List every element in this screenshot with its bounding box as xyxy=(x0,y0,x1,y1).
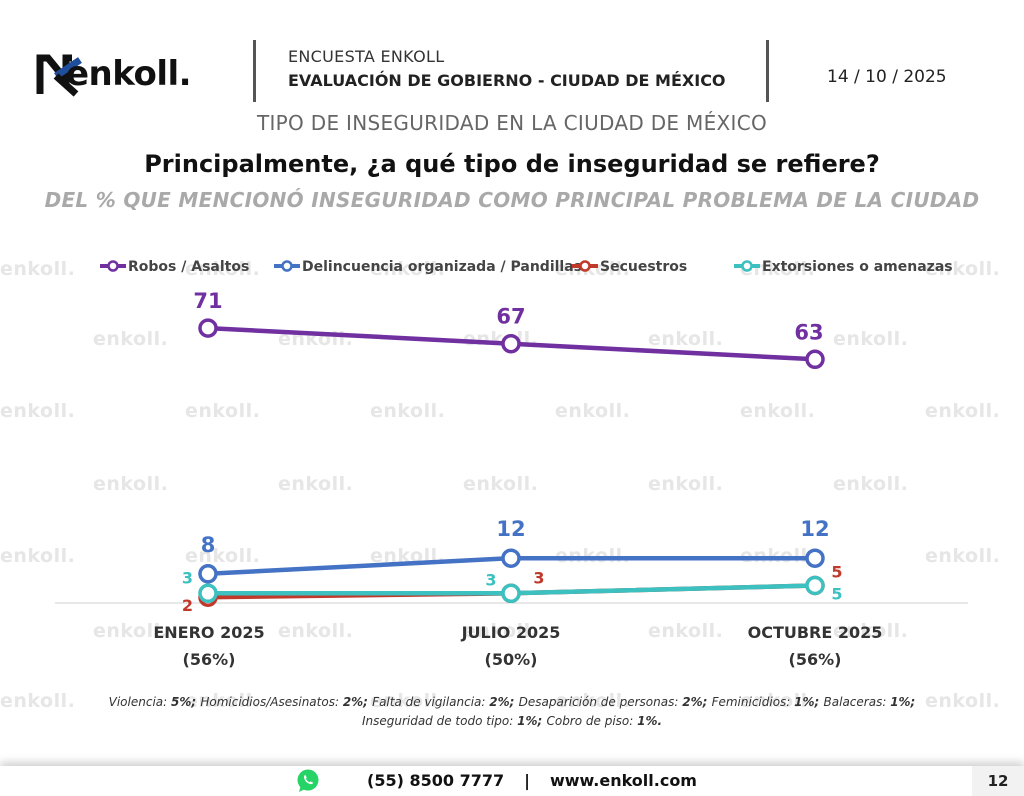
logo-wordmark: enkoll. xyxy=(66,54,192,94)
legend-swatch-marker xyxy=(579,260,591,272)
data-label: 5 xyxy=(831,585,842,604)
topic-heading: TIPO DE INSEGURIDAD EN LA CIUDAD DE MÉXI… xyxy=(256,111,768,135)
mention-label: Cobro de piso: xyxy=(546,714,638,728)
enkoll-logo: enkoll. xyxy=(16,40,241,112)
data-point xyxy=(198,318,218,338)
footer-contact: (55) 8500 7777 | www.enkoll.com xyxy=(0,771,1024,790)
data-point xyxy=(501,548,521,568)
mention-value: 2%; xyxy=(342,695,373,709)
other-mentions-line-1: Violencia: 5%; Homicidios/Asesinatos: 2%… xyxy=(60,693,964,712)
mention-value: 1%. xyxy=(637,714,663,728)
mention-value: 1%; xyxy=(517,714,547,728)
legend-swatch-marker xyxy=(281,260,293,272)
mention-label: Feminicidios: xyxy=(711,695,795,709)
header-divider-left xyxy=(253,40,256,102)
mention-label: Inseguridad de todo tipo: xyxy=(361,714,518,728)
series-layer xyxy=(198,318,825,607)
mention-value: 2%; xyxy=(682,695,712,709)
data-label: 3 xyxy=(533,568,544,587)
survey-date: 14 / 10 / 2025 xyxy=(827,67,947,87)
page-number: 12 xyxy=(972,766,1024,796)
survey-name: ENCUESTA ENKOLL xyxy=(288,47,445,66)
other-mentions-note: Violencia: 5%; Homicidios/Asesinatos: 2%… xyxy=(60,693,964,731)
legend-entry-label: Delincuencia organizada / Pandillas xyxy=(302,259,582,275)
other-mentions-line-2: Inseguridad de todo tipo: 1%; Cobro de p… xyxy=(60,712,964,731)
mention-label: Violencia: xyxy=(108,695,171,709)
data-point xyxy=(805,349,825,370)
x-tick-base-octubre: (56%) xyxy=(788,650,842,669)
legend-swatch-marker xyxy=(741,260,753,272)
x-tick-base-enero: (56%) xyxy=(182,650,236,669)
x-tick-base-julio: (50%) xyxy=(484,650,538,669)
data-label: 12 xyxy=(800,517,829,541)
mention-value: 1%; xyxy=(890,695,916,709)
data-point xyxy=(198,583,218,604)
logo-mark-icon xyxy=(36,54,82,97)
footer-phone: (55) 8500 7777 xyxy=(367,771,505,790)
header-divider-right xyxy=(766,40,769,102)
data-point xyxy=(501,583,521,604)
question-title: Principalmente, ¿a qué tipo de insegurid… xyxy=(144,150,880,178)
data-label: 71 xyxy=(193,289,222,313)
mention-value: 1%; xyxy=(794,695,824,709)
whatsapp-icon xyxy=(297,769,319,792)
chart-legend: Robos / Asaltos Delincuencia organizada /… xyxy=(100,259,953,275)
x-tick-label-octubre: OCTUBRE 2025 xyxy=(747,623,883,642)
data-label: 12 xyxy=(496,517,525,541)
mention-value: 5%; xyxy=(171,695,201,709)
legend-swatch-marker xyxy=(107,260,119,272)
legend-entry-label: Robos / Asaltos xyxy=(128,259,249,275)
base-note: DEL % QUE MENCIONÓ INSEGURIDAD COMO PRIN… xyxy=(44,188,980,212)
legend-entry-label: Extorsiones o amenazas xyxy=(762,259,953,275)
data-point xyxy=(198,564,218,584)
mention-label: Homicidios/Asesinatos: xyxy=(200,695,343,709)
footer-separator: | xyxy=(524,771,530,790)
footer-bar xyxy=(0,766,1024,796)
legend-entry-label: Secuestros xyxy=(600,259,687,275)
data-label: 67 xyxy=(496,305,525,329)
data-point xyxy=(805,548,825,568)
data-label: 63 xyxy=(794,320,823,344)
survey-title: EVALUACIÓN DE GOBIERNO - CIUDAD DE MÉXIC… xyxy=(288,71,726,90)
data-label: 5 xyxy=(831,563,842,582)
data-point xyxy=(805,575,825,596)
mention-value: 2%; xyxy=(489,695,519,709)
x-tick-label-julio: JULIO 2025 xyxy=(461,623,561,642)
data-label: 3 xyxy=(182,568,193,587)
data-labels-layer: 71 67 63 8 12 12 2 3 5 3 3 5 xyxy=(182,289,843,615)
data-label: 2 xyxy=(182,596,193,615)
mention-label: Balaceras: xyxy=(823,695,891,709)
mention-label: Desaparición de personas: xyxy=(518,695,683,709)
mention-label: Falta de vigilancia: xyxy=(372,695,490,709)
x-tick-label-enero: ENERO 2025 xyxy=(153,623,265,642)
data-label: 8 xyxy=(201,533,216,557)
data-label: 3 xyxy=(485,570,496,589)
footer-website-link[interactable]: www.enkoll.com xyxy=(549,771,697,790)
data-point xyxy=(501,333,521,354)
